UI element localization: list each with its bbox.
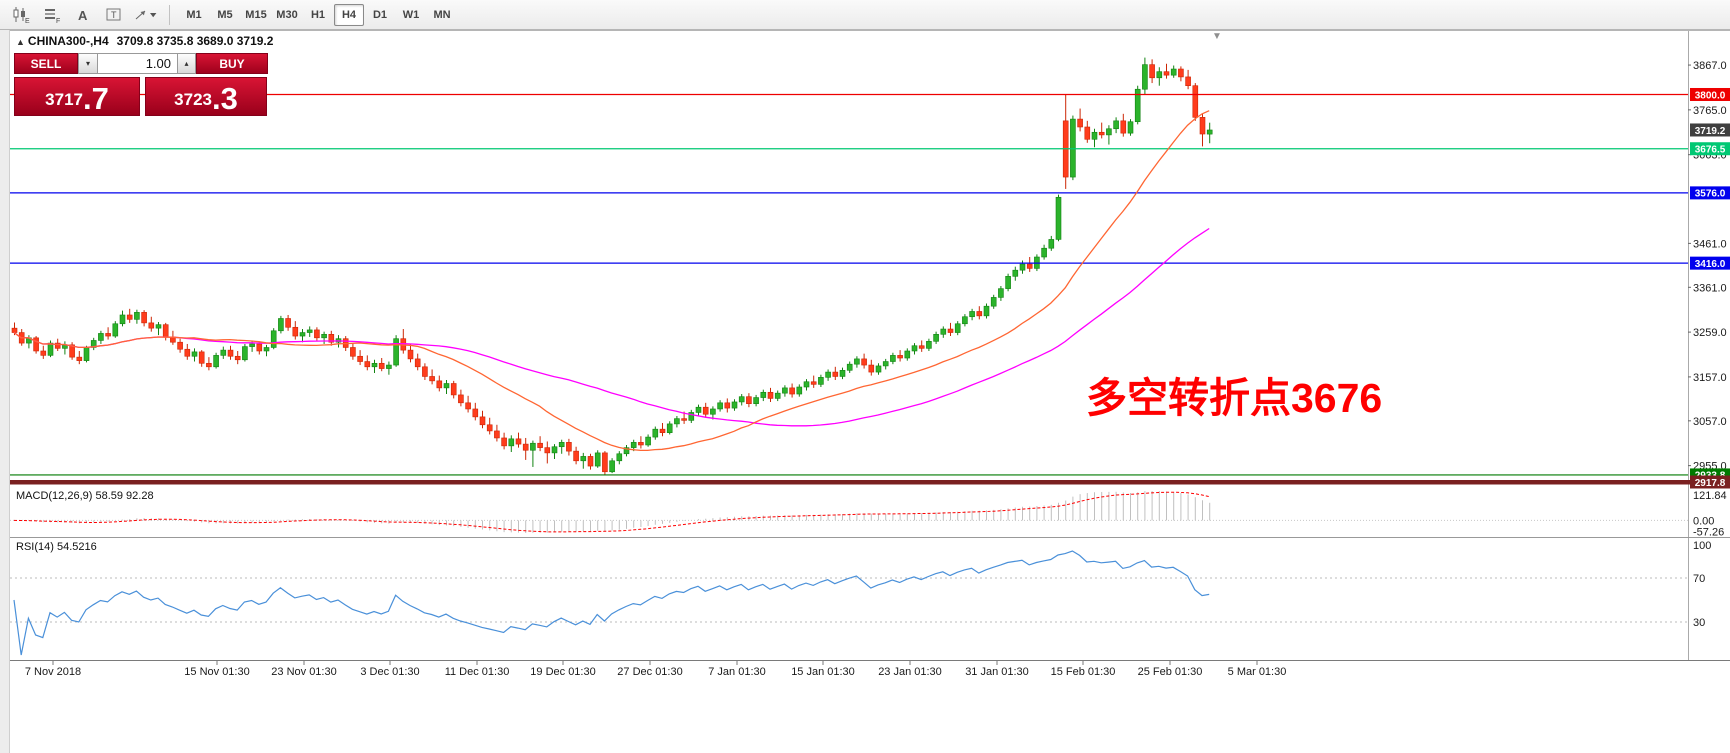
price-tick-label: 3259.0 [1693,327,1727,339]
chart-annotation-text: 多空转折点3676 [1086,375,1383,421]
time-axis-label: 5 Mar 01:30 [1228,666,1287,678]
candles-layer [11,57,1213,476]
buy-price-button[interactable]: 3723.3 [145,77,267,116]
price-label-3576.0: 3576.0 [1690,186,1730,200]
time-axis-label: 15 Nov 01:30 [184,666,249,678]
price-tick-label: 3361.0 [1693,282,1727,294]
timeframe-m1-button[interactable]: M1 [179,4,209,26]
svg-text:F: F [56,18,60,24]
time-axis-label: 7 Jan 01:30 [708,666,766,678]
text-annotation-icon[interactable]: A [68,3,98,27]
price-tick-label: 3157.0 [1693,372,1727,384]
price-tick-label: 3057.0 [1693,416,1727,428]
svg-text:E: E [25,18,30,24]
price-label-3416.0: 3416.0 [1690,256,1730,270]
macd-axis-max: 121.84 [1693,490,1727,502]
time-axis-label: 27 Dec 01:30 [617,666,682,678]
time-axis[interactable]: 7 Nov 2018 15 Nov 01:30 23 Nov 01:30 3 Dec … [25,661,1286,678]
template-icon[interactable]: T [99,3,129,27]
chart-shift-marker[interactable]: ▼ [1212,31,1222,42]
price-tick-label: 3765.0 [1693,105,1727,117]
svg-text:3800.0: 3800.0 [1695,90,1726,101]
toolbar: E F A T M1 M5 M15 M30 H1 H4 D1 W1 MN [0,0,1730,30]
time-axis-label: 15 Jan 01:30 [791,666,855,678]
timeframe-m30-button[interactable]: M30 [272,4,302,26]
indicator-list-icon[interactable]: F [37,3,67,27]
time-axis-label: 25 Feb 01:30 [1138,666,1203,678]
timeframe-buttons-group: M1 M5 M15 M30 H1 H4 D1 W1 MN [179,3,457,26]
time-axis-label: 7 Nov 2018 [25,666,81,678]
rsi-axis-label: 70 [1693,573,1705,585]
time-axis-label: 23 Nov 01:30 [271,666,336,678]
rsi-axis-label: 30 [1693,617,1705,629]
left-panel-strip [0,30,10,753]
ohlc-values: 3709.8 3735.8 3689.0 3719.2 [116,34,274,48]
svg-text:3719.2: 3719.2 [1695,126,1726,137]
macd-signal-line [13,491,1210,533]
svg-text:2917.8: 2917.8 [1695,478,1726,489]
rsi-axis-label: 100 [1693,540,1711,552]
time-axis-label: 23 Jan 01:30 [878,666,942,678]
macd-axis-zero: 0.00 [1693,515,1714,527]
timeframe-m15-button[interactable]: M15 [241,4,271,26]
rsi-indicator-label: RSI(14) 54.5216 [16,541,97,553]
horizontal-lines-layer [10,93,1730,485]
ma-slow-line [13,227,1210,427]
macd-histogram [21,491,1211,533]
rsi-line [13,550,1210,656]
volume-input[interactable] [98,53,178,74]
svg-text:T: T [111,10,117,20]
hline-2917.8[interactable] [10,480,1730,485]
timeframe-m5-button[interactable]: M5 [210,4,240,26]
timeframe-w1-button[interactable]: W1 [396,4,426,26]
time-axis-label: 15 Feb 01:30 [1051,666,1116,678]
time-axis-label: 11 Dec 01:30 [445,666,510,678]
volume-increase-button[interactable]: ▴ [178,53,196,74]
symbol-expand-icon[interactable]: ▲ [16,37,25,47]
crosshair-dropdown-icon[interactable] [130,3,160,27]
price-label-3800.0: 3800.0 [1690,87,1730,101]
candlestick-tool-icon[interactable]: E [6,3,36,27]
timeframe-d1-button[interactable]: D1 [365,4,395,26]
sell-price-fraction: .7 [82,80,109,116]
buy-price-main: 3723 [174,90,212,109]
sell-price-main: 3717 [45,90,83,109]
time-axis-label: 31 Jan 01:30 [965,666,1029,678]
sell-button[interactable]: SELL [14,53,78,74]
price-label-2917.8: 2917.8 [1690,475,1730,489]
ma-fast-line [13,110,1210,452]
trade-prices-row: 3717.7 3723.3 [14,77,269,116]
symbol-title: CHINA300-,H4 [27,34,109,48]
time-axis-label: 3 Dec 01:30 [360,666,419,678]
sell-price-button[interactable]: 3717.7 [14,77,140,116]
svg-text:A: A [78,8,88,23]
chart-header: ▲ CHINA300-,H4 3709.8 3735.8 3689.0 3719.2 [16,34,273,48]
buy-button[interactable]: BUY [196,53,268,74]
timeframe-h4-button[interactable]: H4 [334,3,364,26]
macd-axis-min: -57.26 [1693,527,1724,539]
timeframe-h1-button[interactable]: H1 [303,4,333,26]
macd-indicator-label: MACD(12,26,9) 58.59 92.28 [16,490,154,502]
svg-text:3576.0: 3576.0 [1695,189,1726,200]
toolbar-divider [169,4,170,25]
price-label-3676.5: 3676.5 [1690,142,1730,156]
buy-price-fraction: .3 [211,80,238,116]
trade-controls-row: SELL ▾ ▴ BUY [14,53,269,74]
price-label-3719.2: 3719.2 [1690,123,1730,137]
time-axis-label: 19 Dec 01:30 [530,666,595,678]
price-tick-label: 3867.0 [1693,60,1727,72]
one-click-trading-panel: SELL ▾ ▴ BUY 3717.7 3723.3 [14,53,269,116]
svg-text:3416.0: 3416.0 [1695,259,1726,270]
timeframe-mn-button[interactable]: MN [427,4,457,26]
svg-text:3676.5: 3676.5 [1695,145,1726,156]
price-tick-label: 3461.0 [1693,238,1727,250]
volume-dropdown-button[interactable]: ▾ [78,53,98,74]
